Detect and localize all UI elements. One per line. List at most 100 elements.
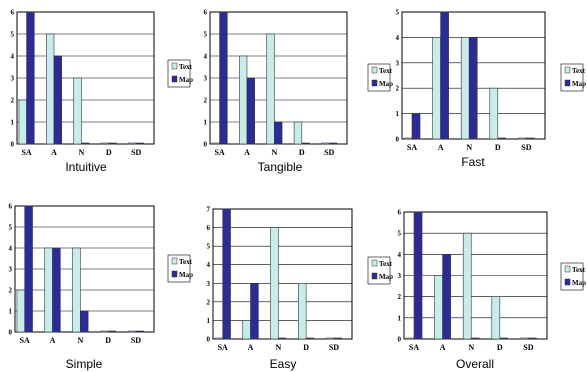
- legend-label-text: Text: [572, 67, 586, 75]
- x-tick-label: SD: [131, 148, 141, 157]
- x-tick-label: SD: [329, 343, 339, 352]
- bar-map-d: [499, 337, 509, 340]
- x-tick-label: A: [51, 148, 57, 157]
- y-tick-label: 6: [9, 203, 13, 211]
- y-tick-label: 5: [398, 230, 402, 238]
- bar-text-sd: [325, 337, 335, 340]
- legend: Text Map: [167, 254, 193, 283]
- chart-title: Tangible: [258, 160, 303, 174]
- chart-simple: 0 1 2 3 4 5 6 SA A N D SD Simple Text Map: [9, 203, 194, 372]
- y-tick-label: 5: [207, 243, 211, 251]
- y-tick-label: 1: [396, 110, 400, 118]
- y-tick-label: 2: [204, 97, 208, 105]
- y-tick-label: 2: [9, 287, 13, 295]
- bar-map-sa: [26, 11, 35, 145]
- chart-overall: 0 1 2 3 4 5 6 SA A N D SD Overall Text Map: [398, 209, 587, 372]
- legend-label-text: Text: [179, 258, 193, 266]
- bar-map-sd: [135, 142, 145, 145]
- chart-tangible: 0 1 2 3 4 5 6 SA A N D SD Tangible Text Map: [204, 9, 394, 175]
- y-tick-label: 0: [396, 136, 400, 144]
- bar-map-sd: [333, 337, 343, 340]
- legend-label-map: Map: [379, 273, 393, 281]
- x-tick-label: D: [106, 148, 112, 157]
- bar-map-d: [497, 137, 507, 140]
- legend: Text Map: [167, 59, 193, 88]
- bar-map-d: [301, 142, 310, 145]
- x-tick-label: A: [440, 343, 446, 352]
- bar-text-sd: [127, 330, 137, 333]
- chart-intuitive: 0 1 2 3 4 5 6 SA A N D SD Intuitive Text Map: [11, 9, 194, 175]
- chart-fast: 0 1 2 3 4 5 SA A N D SD Fast Text Map: [396, 9, 587, 170]
- y-tick-label: 3: [11, 75, 15, 83]
- legend-label-text: Text: [379, 260, 393, 268]
- x-tick-label: N: [466, 143, 472, 152]
- x-tick-label: SD: [521, 143, 531, 152]
- bar-map-a: [440, 11, 449, 140]
- y-tick-label: 4: [11, 53, 15, 61]
- x-tick-label: SD: [324, 148, 334, 157]
- y-tick-label: 1: [398, 314, 402, 322]
- y-tick-label: 3: [207, 280, 211, 288]
- x-tick-label: SA: [407, 143, 417, 152]
- legend-label-text: Text: [379, 67, 393, 75]
- bar-map-a: [52, 247, 61, 333]
- x-tick-label: N: [468, 343, 474, 352]
- legend-swatch-map: [171, 75, 178, 83]
- y-tick-label: 1: [11, 119, 15, 127]
- bar-map-sd: [328, 142, 338, 145]
- bar-text-a: [434, 275, 443, 340]
- y-tick-label: 0: [204, 141, 208, 149]
- chart-title: Intuitive: [65, 160, 107, 174]
- y-tick-label: 1: [207, 317, 211, 325]
- legend-label-map: Map: [179, 271, 193, 279]
- bar-text-a: [46, 33, 55, 145]
- bar-text-d: [298, 282, 307, 340]
- bar-map-a: [250, 282, 259, 340]
- x-tick-label: SA: [20, 336, 30, 345]
- y-tick-label: 5: [11, 31, 15, 39]
- chart-title: Fast: [461, 155, 485, 169]
- y-tick-label: 0: [11, 141, 15, 149]
- y-tick-label: 0: [398, 336, 402, 344]
- bar-map-sa: [219, 11, 228, 145]
- bar-text-sd: [520, 337, 529, 340]
- bar-text-sa: [18, 99, 27, 145]
- x-tick-label: SA: [21, 148, 31, 157]
- bar-map-a: [246, 77, 255, 145]
- y-tick-label: 0: [207, 336, 211, 344]
- legend-swatch-map: [371, 79, 378, 87]
- legend: Text Map: [560, 262, 586, 291]
- chart-title: Simple: [66, 357, 103, 371]
- y-tick-label: 7: [207, 206, 211, 214]
- bar-text-d: [489, 87, 499, 140]
- bar-map-a: [442, 254, 451, 340]
- bar-text-n: [266, 33, 275, 145]
- y-tick-label: 4: [204, 53, 208, 61]
- bar-text-a: [242, 320, 251, 340]
- x-tick-label: A: [50, 336, 56, 345]
- bar-map-d: [305, 337, 315, 340]
- bar-text-sa: [16, 289, 26, 333]
- legend-swatch-text: [371, 259, 378, 267]
- x-tick-label: A: [244, 148, 250, 157]
- x-tick-label: D: [495, 143, 501, 152]
- legend-label-map: Map: [179, 76, 193, 84]
- bar-map-a: [53, 55, 62, 145]
- bar-text-sa: [403, 137, 413, 140]
- bar-text-sa: [405, 337, 415, 340]
- x-tick-label: SD: [523, 343, 533, 352]
- legend: Text Map: [367, 256, 393, 285]
- legend-swatch-map: [371, 272, 378, 280]
- bar-text-sd: [518, 137, 527, 140]
- y-tick-label: 5: [9, 224, 13, 232]
- legend-label-map: Map: [572, 279, 586, 287]
- legend-swatch-text: [171, 62, 178, 70]
- y-tick-label: 2: [396, 85, 400, 93]
- y-tick-label: 4: [398, 251, 402, 259]
- bar-text-d: [293, 121, 303, 145]
- chart-title: Overall: [456, 357, 494, 371]
- x-tick-label: D: [497, 343, 503, 352]
- chart-easy: 0 1 2 3 4 5 6 7 SA A N D SD Easy Text Map: [207, 206, 394, 372]
- bar-text-sa: [214, 337, 224, 340]
